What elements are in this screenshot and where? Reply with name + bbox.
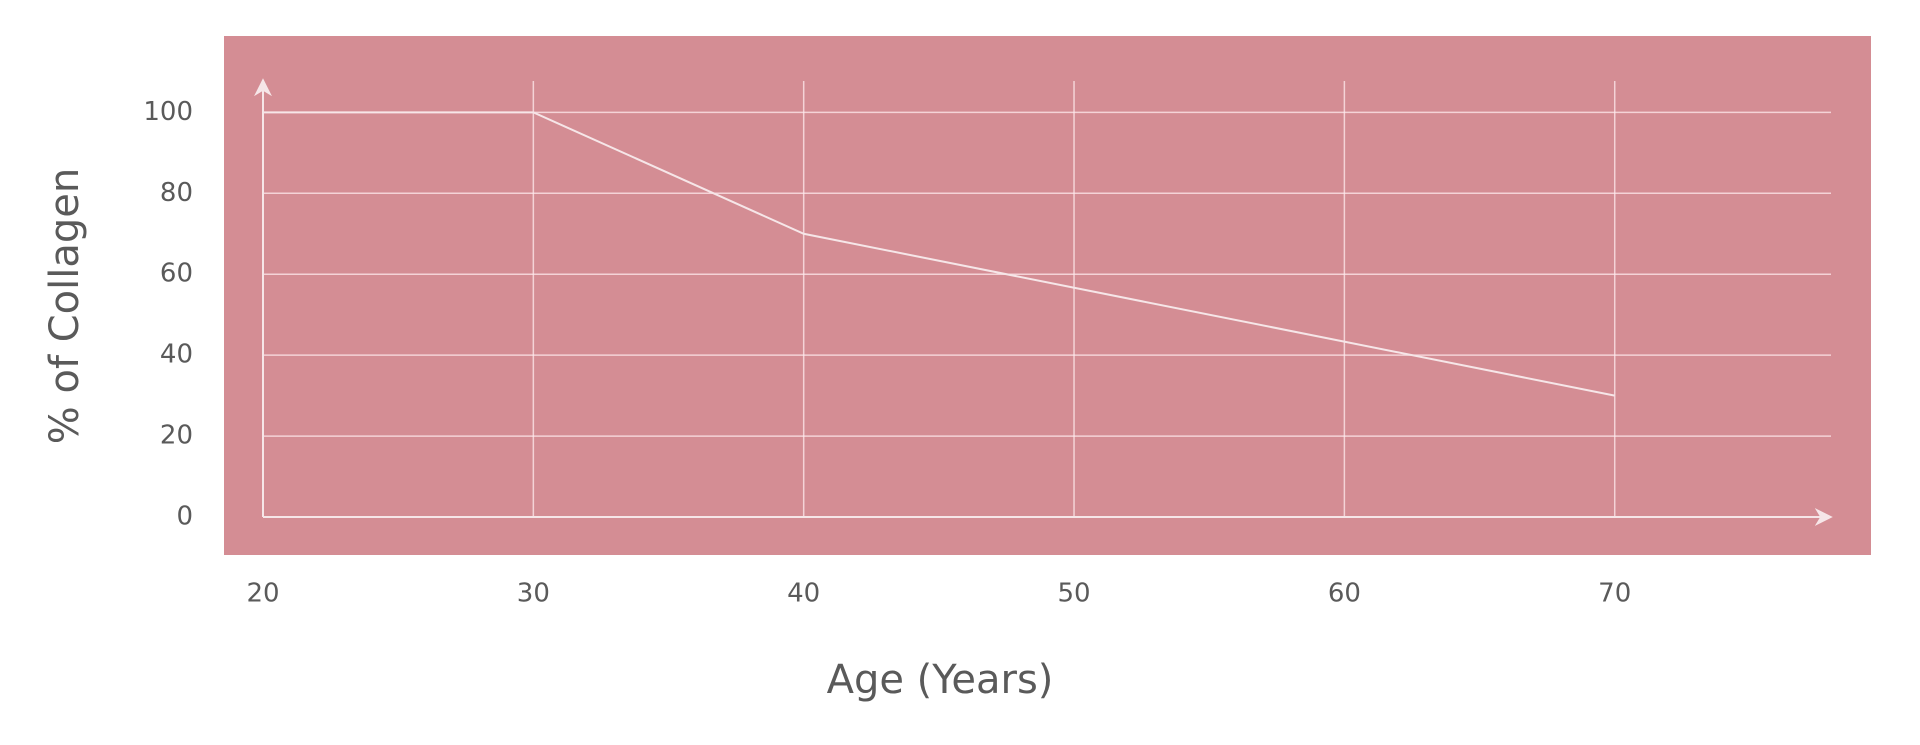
x-tick-label: 40 (787, 579, 820, 609)
y-tick-label: 20 (160, 421, 193, 451)
x-tick-label: 30 (517, 579, 550, 609)
y-tick-label: 80 (160, 178, 193, 208)
x-tick-label: 20 (246, 579, 279, 609)
y-tick-label: 40 (160, 340, 193, 370)
data-line (263, 111, 1615, 397)
y-axis-title: % of Collagen (42, 168, 88, 444)
plot-background (224, 36, 1871, 555)
y-tick-label: 100 (143, 97, 193, 127)
x-tick-label: 60 (1328, 579, 1361, 609)
x-tick-label: 50 (1057, 579, 1090, 609)
y-tick-label: 0 (176, 502, 193, 532)
x-axis-title: Age (Years) (827, 657, 1054, 703)
y-tick-label: 60 (160, 259, 193, 289)
x-tick-label: 70 (1598, 579, 1631, 609)
